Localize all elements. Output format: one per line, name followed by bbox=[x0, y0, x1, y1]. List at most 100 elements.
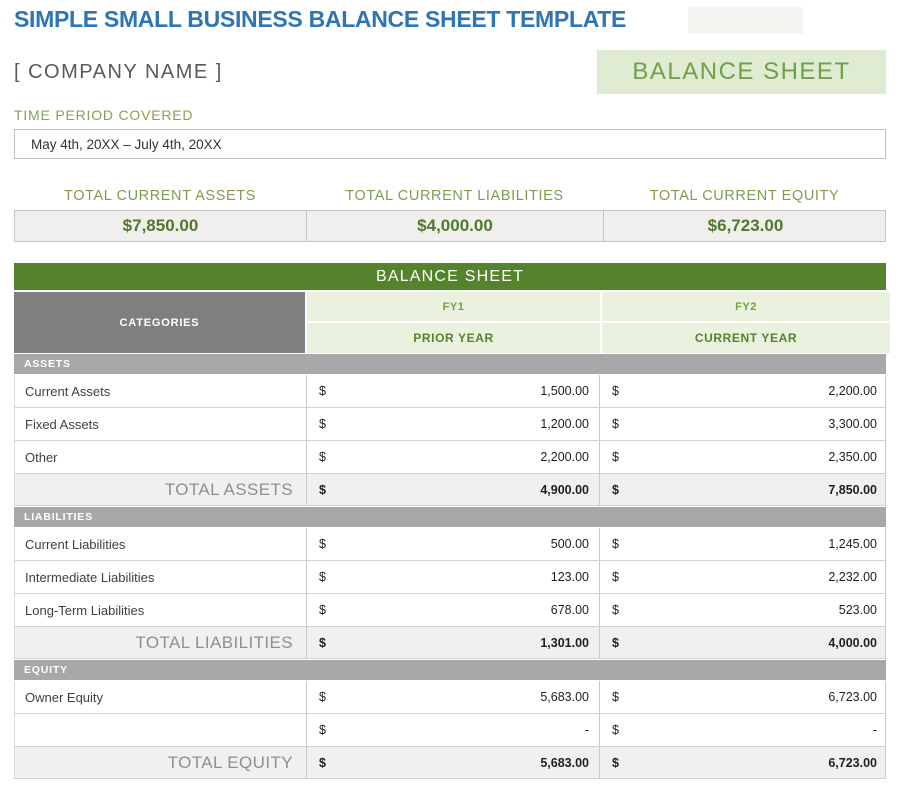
currency-symbol: $ bbox=[319, 603, 326, 617]
total-row-assets: TOTAL ASSETS $4,900.00 $7,850.00 bbox=[14, 474, 886, 506]
table-banner: BALANCE SHEET bbox=[14, 263, 886, 290]
amount: 5,683.00 bbox=[540, 690, 589, 704]
cell-fy1-amount[interactable]: $ - bbox=[306, 714, 599, 746]
amount: 2,200.00 bbox=[828, 384, 877, 398]
header-prior-year: PRIOR YEAR bbox=[307, 323, 600, 353]
table-row: Fixed Assets $1,200.00 $3,300.00 bbox=[14, 408, 886, 441]
cell-fy2-amount[interactable]: $2,350.00 bbox=[599, 441, 887, 473]
total-fy1-amount: $4,900.00 bbox=[306, 474, 599, 505]
row-label bbox=[15, 714, 306, 746]
cell-fy2-amount[interactable]: $ - bbox=[599, 714, 887, 746]
currency-symbol: $ bbox=[319, 450, 326, 464]
amount: 2,350.00 bbox=[828, 450, 877, 464]
amount: 1,245.00 bbox=[828, 537, 877, 551]
amount: 1,301.00 bbox=[540, 635, 589, 650]
cell-fy2-amount[interactable]: $3,300.00 bbox=[599, 408, 887, 440]
row-label: Current Assets bbox=[25, 383, 111, 399]
balance-sheet-badge: BALANCE SHEET bbox=[597, 50, 886, 94]
time-period-label: TIME PERIOD COVERED bbox=[14, 107, 194, 123]
currency-symbol: $ bbox=[319, 635, 326, 650]
currency-symbol: $ bbox=[319, 755, 326, 770]
cell-fy1-amount[interactable]: $1,200.00 bbox=[306, 408, 599, 440]
table-row: Current Liabilities $500.00 $1,245.00 bbox=[14, 528, 886, 561]
amount: 2,200.00 bbox=[540, 450, 589, 464]
currency-symbol: $ bbox=[319, 570, 326, 584]
amount: 6,723.00 bbox=[828, 690, 877, 704]
row-label: Fixed Assets bbox=[25, 416, 99, 432]
currency-symbol: $ bbox=[612, 537, 619, 551]
summary-label-assets: TOTAL CURRENT ASSETS bbox=[64, 188, 256, 204]
amount: 4,000.00 bbox=[828, 635, 877, 650]
section-header-equity: EQUITY bbox=[14, 659, 886, 681]
cell-fy2-amount[interactable]: $1,245.00 bbox=[599, 528, 887, 560]
cell-fy2-amount[interactable]: $2,232.00 bbox=[599, 561, 887, 593]
total-fy1-amount: $1,301.00 bbox=[306, 627, 599, 658]
amount: 1,500.00 bbox=[540, 384, 589, 398]
currency-symbol: $ bbox=[319, 537, 326, 551]
cell-fy2-amount[interactable]: $2,200.00 bbox=[599, 375, 887, 407]
cell-fy1-amount[interactable]: $5,683.00 bbox=[306, 681, 599, 713]
amount: 123.00 bbox=[550, 570, 589, 584]
row-label: Intermediate Liabilities bbox=[25, 569, 155, 585]
amount: - bbox=[584, 723, 589, 737]
time-period-field[interactable]: May 4th, 20XX – July 4th, 20XX bbox=[14, 129, 886, 159]
cell-fy1-amount[interactable]: $2,200.00 bbox=[306, 441, 599, 473]
total-fy2-amount: $7,850.00 bbox=[599, 474, 887, 505]
cell-fy2-amount[interactable]: $6,723.00 bbox=[599, 681, 887, 713]
cell-fy2-amount[interactable]: $523.00 bbox=[599, 594, 887, 626]
currency-symbol: $ bbox=[319, 723, 326, 737]
header-fy1: FY1 bbox=[307, 292, 600, 321]
total-fy1-amount: $5,683.00 bbox=[306, 747, 599, 778]
cell-fy1-amount[interactable]: $500.00 bbox=[306, 528, 599, 560]
total-label: TOTAL LIABILITIES bbox=[135, 632, 293, 652]
currency-symbol: $ bbox=[612, 755, 619, 770]
currency-symbol: $ bbox=[612, 723, 619, 737]
amount: - bbox=[872, 723, 877, 737]
balance-sheet-table: BALANCE SHEET CATEGORIES FY1 FY2 PRIOR Y… bbox=[14, 263, 890, 779]
table-header: CATEGORIES FY1 FY2 PRIOR YEAR CURRENT YE… bbox=[14, 290, 890, 353]
section-header-liabilities: LIABILITIES bbox=[14, 506, 886, 528]
amount: 5,683.00 bbox=[540, 755, 589, 770]
table-row: Owner Equity $5,683.00 $6,723.00 bbox=[14, 681, 886, 714]
header-fy2: FY2 bbox=[602, 292, 890, 321]
amount: 1,200.00 bbox=[540, 417, 589, 431]
table-row: Current Assets $1,500.00 $2,200.00 bbox=[14, 375, 886, 408]
summary-values: $7,850.00 $4,000.00 $6,723.00 bbox=[14, 210, 886, 242]
summary-label-equity: TOTAL CURRENT EQUITY bbox=[649, 188, 840, 204]
company-header-row: [ COMPANY NAME ] BALANCE SHEET bbox=[14, 50, 886, 94]
summary-label-liabilities: TOTAL CURRENT LIABILITIES bbox=[345, 188, 564, 204]
amount: 7,850.00 bbox=[828, 482, 877, 497]
currency-symbol: $ bbox=[319, 482, 326, 497]
cell-fy1-amount[interactable]: $678.00 bbox=[306, 594, 599, 626]
amount: 3,300.00 bbox=[828, 417, 877, 431]
currency-symbol: $ bbox=[612, 450, 619, 464]
row-label: Current Liabilities bbox=[25, 536, 126, 552]
summary-value-equity: $6,723.00 bbox=[707, 216, 784, 235]
currency-symbol: $ bbox=[612, 603, 619, 617]
currency-symbol: $ bbox=[612, 635, 619, 650]
total-row-equity: TOTAL EQUITY $5,683.00 $6,723.00 bbox=[14, 747, 886, 779]
currency-symbol: $ bbox=[612, 482, 619, 497]
total-fy2-amount: $6,723.00 bbox=[599, 747, 887, 778]
cell-fy1-amount[interactable]: $1,500.00 bbox=[306, 375, 599, 407]
total-label: TOTAL EQUITY bbox=[167, 752, 293, 772]
total-label: TOTAL ASSETS bbox=[164, 479, 293, 499]
total-fy2-amount: $4,000.00 bbox=[599, 627, 887, 658]
summary-strip: TOTAL CURRENT ASSETS TOTAL CURRENT LIABI… bbox=[14, 188, 886, 242]
empty-cell-highlight bbox=[688, 7, 803, 34]
header-categories: CATEGORIES bbox=[14, 292, 305, 353]
row-label: Owner Equity bbox=[25, 689, 104, 705]
currency-symbol: $ bbox=[612, 690, 619, 704]
amount: 6,723.00 bbox=[828, 755, 877, 770]
cell-fy1-amount[interactable]: $123.00 bbox=[306, 561, 599, 593]
page-title: SIMPLE SMALL BUSINESS BALANCE SHEET TEMP… bbox=[14, 6, 627, 32]
summary-labels: TOTAL CURRENT ASSETS TOTAL CURRENT LIABI… bbox=[14, 188, 886, 210]
currency-symbol: $ bbox=[319, 417, 326, 431]
header-current-year: CURRENT YEAR bbox=[602, 323, 890, 353]
row-label: Long-Term Liabilities bbox=[25, 602, 145, 618]
currency-symbol: $ bbox=[612, 570, 619, 584]
table-row: Other $2,200.00 $2,350.00 bbox=[14, 441, 886, 474]
amount: 2,232.00 bbox=[828, 570, 877, 584]
company-name-placeholder[interactable]: [ COMPANY NAME ] bbox=[14, 60, 223, 83]
